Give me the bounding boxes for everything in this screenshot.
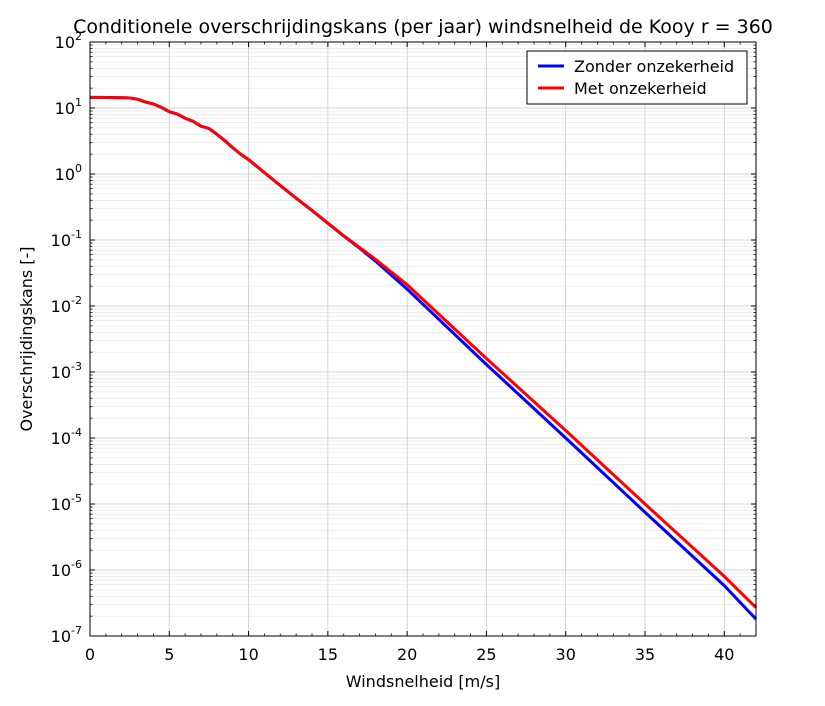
y-tick-label: 101 [55, 96, 82, 118]
legend-label-zonder: Zonder onzekerheid [574, 57, 734, 76]
y-tick-label: 10-1 [51, 228, 82, 250]
y-tick-labels: 10-7 10-6 10-5 10-4 10-3 10-2 10-1 100 101 102 [51, 30, 82, 646]
y-tick-label: 10-7 [51, 624, 82, 646]
y-tick-label: 10-6 [51, 558, 82, 580]
x-tick-label: 30 [556, 645, 576, 664]
x-tick-label: 10 [238, 645, 258, 664]
y-tick-label: 100 [55, 162, 82, 184]
y-tick-label: 10-2 [51, 294, 82, 316]
x-tick-label: 15 [318, 645, 338, 664]
grid [89, 41, 756, 637]
legend: Zonder onzekerheid Met onzekerheid [526, 50, 748, 105]
series-line-0 [89, 95, 758, 621]
y-tick-label: 10-3 [51, 360, 82, 382]
chart-title: Conditionele overschrijdingskans (per ja… [73, 16, 773, 38]
y-axis-label: Overschrijdingskans [-] [17, 246, 36, 431]
x-tick-label: 40 [714, 645, 734, 664]
y-tick-label: 10-5 [51, 492, 82, 514]
x-tick-label: 25 [476, 645, 496, 664]
axis-ticks [89, 41, 756, 637]
x-tick-label: 35 [635, 645, 655, 664]
legend-box [526, 50, 748, 105]
x-tick-label: 0 [85, 645, 95, 664]
series-line-1 [89, 95, 758, 609]
legend-label-met: Met onzekerheid [574, 79, 707, 98]
y-tick-label: 102 [55, 30, 82, 52]
y-tick-label: 10-4 [51, 426, 82, 448]
plot-frame [89, 41, 757, 637]
x-tick-label: 20 [397, 645, 417, 664]
x-axis-label: Windsnelheid [m/s] [346, 672, 500, 691]
x-tick-labels: 0 5 10 15 20 25 30 35 40 [85, 645, 735, 664]
series-layer [89, 95, 758, 621]
x-tick-label: 5 [164, 645, 174, 664]
